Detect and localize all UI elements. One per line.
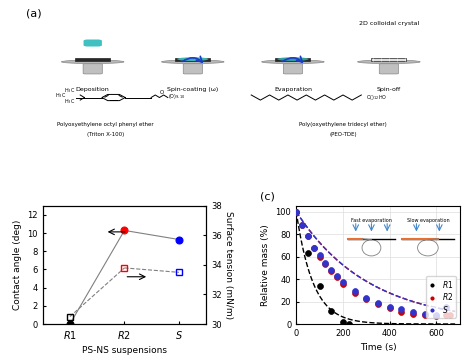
Ellipse shape xyxy=(162,60,224,64)
Y-axis label: Relative mass (%): Relative mass (%) xyxy=(261,224,270,306)
Text: H$_3$C: H$_3$C xyxy=(64,86,75,95)
Point xyxy=(398,309,405,315)
Point xyxy=(421,312,428,318)
Point xyxy=(328,268,335,274)
Point xyxy=(304,250,312,256)
Point xyxy=(304,233,312,239)
Point xyxy=(322,260,329,266)
FancyBboxPatch shape xyxy=(275,58,310,61)
Text: H$_3$C: H$_3$C xyxy=(64,96,75,105)
FancyBboxPatch shape xyxy=(283,64,302,74)
FancyBboxPatch shape xyxy=(183,64,202,74)
Text: (Triton X-100): (Triton X-100) xyxy=(87,132,124,137)
Legend: $\it{R1}$, $\it{R2}$, $\it{S}$: $\it{R1}$, $\it{R2}$, $\it{S}$ xyxy=(426,276,456,318)
Point xyxy=(292,209,300,215)
Point xyxy=(328,267,335,273)
Point xyxy=(386,305,393,311)
X-axis label: PS-NS suspensions: PS-NS suspensions xyxy=(82,346,167,355)
Point xyxy=(333,273,341,279)
X-axis label: Time (s): Time (s) xyxy=(360,343,396,352)
Point xyxy=(433,312,440,318)
FancyBboxPatch shape xyxy=(75,58,110,61)
Y-axis label: Contact angle (deg): Contact angle (deg) xyxy=(13,220,22,310)
Point xyxy=(322,261,329,267)
Point xyxy=(374,300,382,306)
Point xyxy=(351,288,358,294)
Text: 2D colloidal crystal: 2D colloidal crystal xyxy=(359,21,419,26)
Point xyxy=(442,312,449,318)
FancyBboxPatch shape xyxy=(379,64,399,74)
Text: Deposition: Deposition xyxy=(76,87,109,92)
Text: (PEO-TDE): (PEO-TDE) xyxy=(329,132,357,137)
Point xyxy=(442,304,449,310)
Point xyxy=(409,311,417,317)
Point xyxy=(310,245,318,251)
FancyBboxPatch shape xyxy=(83,64,102,74)
Text: Poly(oxyethylene tridecyl ether): Poly(oxyethylene tridecyl ether) xyxy=(299,122,387,127)
Text: (a): (a) xyxy=(26,8,42,18)
Point xyxy=(433,313,440,319)
Point xyxy=(398,306,405,312)
Text: H$_3$C: H$_3$C xyxy=(55,91,66,100)
Ellipse shape xyxy=(262,60,324,64)
Point xyxy=(310,245,318,251)
FancyBboxPatch shape xyxy=(175,58,210,61)
Point xyxy=(292,209,300,215)
Point xyxy=(316,283,323,289)
Ellipse shape xyxy=(62,60,124,64)
Point xyxy=(292,209,300,215)
Point xyxy=(363,296,370,302)
Ellipse shape xyxy=(177,57,209,61)
Point xyxy=(298,222,306,228)
Point xyxy=(298,222,306,228)
Point xyxy=(363,295,370,301)
Text: Spin-coating (ω): Spin-coating (ω) xyxy=(167,87,219,92)
Point xyxy=(304,233,312,239)
Point xyxy=(339,319,347,325)
Text: Spin-off: Spin-off xyxy=(377,87,401,92)
Ellipse shape xyxy=(277,57,309,61)
Point xyxy=(351,290,358,296)
Point xyxy=(316,254,323,260)
Text: O$\left(\right)_{12}$HO: O$\left(\right)_{12}$HO xyxy=(365,93,387,102)
Text: O: O xyxy=(159,90,164,95)
Point xyxy=(386,304,393,310)
Text: Polyoxyethylene octyl phenyl ether: Polyoxyethylene octyl phenyl ether xyxy=(57,122,154,127)
Point xyxy=(316,252,323,258)
Point xyxy=(374,301,382,307)
Ellipse shape xyxy=(357,60,420,64)
Text: (c): (c) xyxy=(260,191,275,201)
Point xyxy=(409,309,417,315)
Point xyxy=(333,274,341,280)
Point xyxy=(339,279,347,285)
FancyBboxPatch shape xyxy=(371,58,406,61)
Point xyxy=(328,308,335,314)
Point xyxy=(339,281,347,287)
Text: Evaporation: Evaporation xyxy=(274,87,312,92)
Y-axis label: Surface tension (mN/m): Surface tension (mN/m) xyxy=(224,211,233,319)
Point xyxy=(345,321,353,327)
Point xyxy=(447,312,454,318)
Text: $\left(\text{O}\right)_{9\text{-}10}$: $\left(\text{O}\right)_{9\text{-}10}$ xyxy=(168,91,185,100)
Point xyxy=(421,311,428,317)
FancyBboxPatch shape xyxy=(83,40,102,46)
